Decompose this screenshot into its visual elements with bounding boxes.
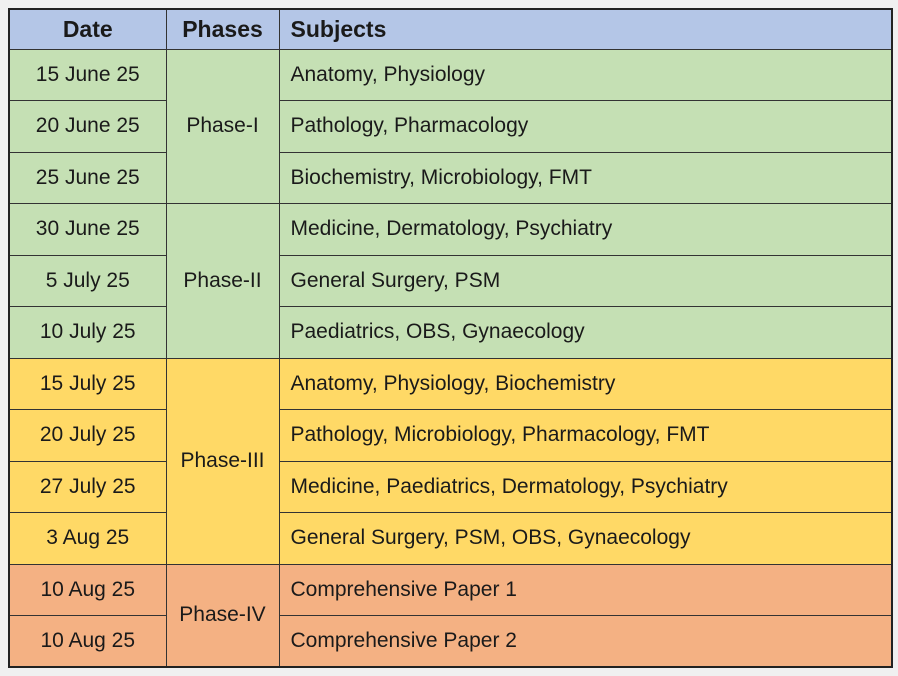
table-row: 25 June 25 Biochemistry, Microbiology, F…	[8, 151, 893, 204]
subjects-cell: Comprehensive Paper 1	[278, 563, 893, 616]
table-row: 27 July 25 Medicine, Paediatrics, Dermat…	[8, 460, 893, 513]
date-cell: 10 Aug 25	[8, 615, 167, 668]
subjects-cell: Anatomy, Physiology, Biochemistry	[278, 357, 893, 410]
table-row: 20 July 25 Pathology, Microbiology, Phar…	[8, 409, 893, 462]
column-header-date: Date	[8, 8, 167, 50]
date-cell: 20 June 25	[8, 100, 167, 153]
subjects-cell: Paediatrics, OBS, Gynaecology	[278, 306, 893, 359]
exam-schedule-table: Date Phases Subjects 15 June 25 Phase-I …	[8, 8, 893, 668]
subjects-cell: General Surgery, PSM	[278, 254, 893, 307]
phase-cell-phase-4: Phase-IV	[165, 563, 280, 668]
subjects-cell: Medicine, Paediatrics, Dermatology, Psyc…	[278, 460, 893, 513]
date-cell: 20 July 25	[8, 409, 167, 462]
date-cell: 5 July 25	[8, 254, 167, 307]
date-cell: 30 June 25	[8, 203, 167, 256]
date-cell: 25 June 25	[8, 151, 167, 204]
subjects-cell: Pathology, Pharmacology	[278, 100, 893, 153]
table-row: 3 Aug 25 General Surgery, PSM, OBS, Gyna…	[8, 512, 893, 565]
table-row: 10 July 25 Paediatrics, OBS, Gynaecology	[8, 306, 893, 359]
date-cell: 10 July 25	[8, 306, 167, 359]
date-cell: 3 Aug 25	[8, 512, 167, 565]
subjects-cell: General Surgery, PSM, OBS, Gynaecology	[278, 512, 893, 565]
subjects-cell: Anatomy, Physiology	[278, 48, 893, 101]
header-row: Date Phases Subjects	[8, 8, 893, 50]
table-row: 15 June 25 Phase-I Anatomy, Physiology	[8, 48, 893, 204]
column-header-phases: Phases	[165, 8, 280, 50]
date-cell: 10 Aug 25	[8, 563, 167, 616]
subjects-cell: Pathology, Microbiology, Pharmacology, F…	[278, 409, 893, 462]
table-row: 10 Aug 25 Comprehensive Paper 2	[8, 615, 893, 668]
table-row: 20 June 25 Pathology, Pharmacology	[8, 100, 893, 153]
table-row: 30 June 25 Phase-II Medicine, Dermatolog…	[8, 203, 893, 359]
date-cell: 27 July 25	[8, 460, 167, 513]
subjects-cell: Medicine, Dermatology, Psychiatry	[278, 203, 893, 256]
subjects-cell: Biochemistry, Microbiology, FMT	[278, 151, 893, 204]
table-row: 5 July 25 General Surgery, PSM	[8, 254, 893, 307]
table-row: 15 July 25 Phase-III Anatomy, Physiology…	[8, 357, 893, 565]
date-cell: 15 June 25	[8, 48, 167, 101]
phase-cell-phase-3: Phase-III	[165, 357, 280, 565]
subjects-cell: Comprehensive Paper 2	[278, 615, 893, 668]
phase-cell-phase-1: Phase-I	[165, 48, 280, 204]
date-cell: 15 July 25	[8, 357, 167, 410]
column-header-subjects: Subjects	[278, 8, 893, 50]
table-row: 10 Aug 25 Phase-IV Comprehensive Paper 1	[8, 563, 893, 668]
phase-cell-phase-2: Phase-II	[165, 203, 280, 359]
